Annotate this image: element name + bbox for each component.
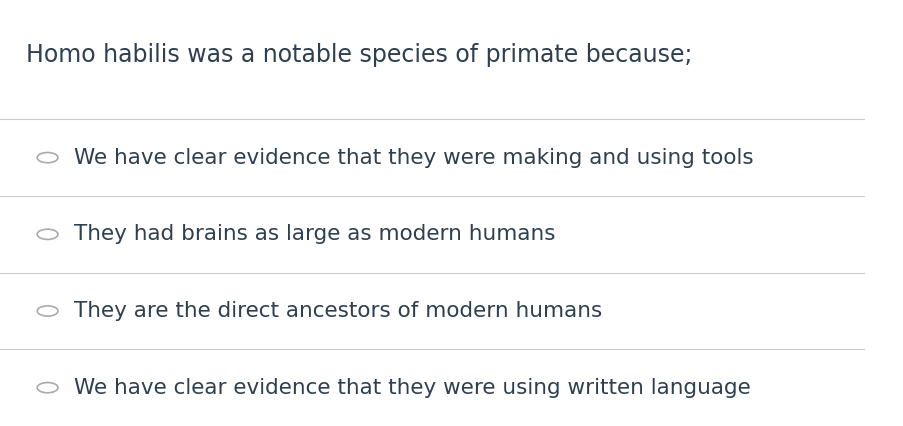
Text: They are the direct ancestors of modern humans: They are the direct ancestors of modern … [73,301,601,321]
Text: They had brains as large as modern humans: They had brains as large as modern human… [73,225,554,244]
Text: We have clear evidence that they were using written language: We have clear evidence that they were us… [73,378,749,397]
Text: Homo habilis was a notable species of primate because;: Homo habilis was a notable species of pr… [26,43,692,66]
Text: We have clear evidence that they were making and using tools: We have clear evidence that they were ma… [73,148,752,167]
